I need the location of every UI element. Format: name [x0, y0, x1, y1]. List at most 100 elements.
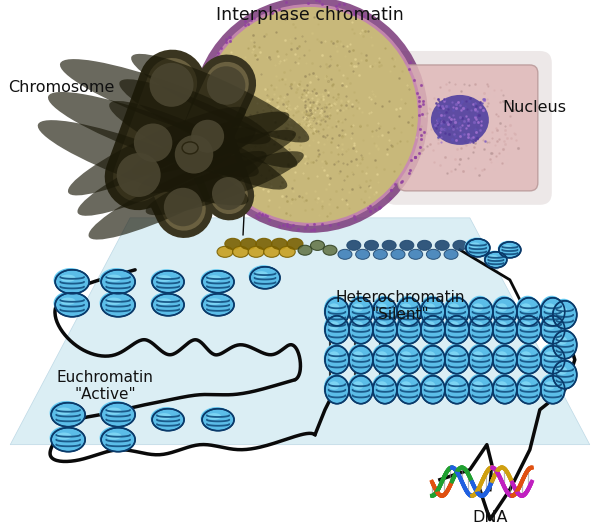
Ellipse shape: [324, 374, 347, 401]
Ellipse shape: [100, 402, 133, 424]
Ellipse shape: [249, 266, 278, 287]
Ellipse shape: [151, 269, 182, 291]
Ellipse shape: [233, 247, 248, 257]
Ellipse shape: [472, 351, 483, 360]
Ellipse shape: [541, 345, 562, 370]
Ellipse shape: [271, 239, 287, 249]
Ellipse shape: [467, 314, 491, 342]
Ellipse shape: [445, 345, 466, 370]
Ellipse shape: [348, 296, 372, 324]
Ellipse shape: [377, 304, 388, 312]
Ellipse shape: [420, 314, 443, 341]
Ellipse shape: [425, 381, 436, 390]
Ellipse shape: [492, 344, 515, 371]
Ellipse shape: [349, 315, 370, 340]
Ellipse shape: [420, 296, 443, 324]
Ellipse shape: [515, 344, 539, 372]
Ellipse shape: [421, 345, 442, 370]
Ellipse shape: [53, 291, 88, 315]
Ellipse shape: [397, 297, 419, 323]
Ellipse shape: [541, 345, 563, 370]
Ellipse shape: [146, 151, 304, 215]
Ellipse shape: [493, 298, 517, 326]
Ellipse shape: [101, 270, 135, 294]
Ellipse shape: [356, 249, 370, 259]
Ellipse shape: [287, 239, 303, 249]
Ellipse shape: [484, 251, 505, 266]
Ellipse shape: [470, 316, 490, 340]
Ellipse shape: [400, 240, 414, 250]
Ellipse shape: [50, 402, 83, 424]
Ellipse shape: [421, 375, 443, 400]
Ellipse shape: [200, 269, 232, 291]
Ellipse shape: [499, 242, 518, 256]
Ellipse shape: [151, 292, 182, 314]
Ellipse shape: [56, 293, 85, 314]
Ellipse shape: [493, 375, 514, 400]
Ellipse shape: [374, 346, 394, 369]
Ellipse shape: [470, 298, 490, 322]
Ellipse shape: [349, 345, 370, 370]
Ellipse shape: [397, 376, 421, 404]
Ellipse shape: [515, 373, 539, 402]
Ellipse shape: [207, 66, 245, 105]
Ellipse shape: [50, 426, 83, 450]
Ellipse shape: [422, 316, 442, 340]
Ellipse shape: [542, 346, 562, 369]
Ellipse shape: [374, 376, 394, 399]
Text: Interphase chromatin: Interphase chromatin: [216, 6, 404, 24]
Ellipse shape: [397, 298, 421, 326]
Ellipse shape: [553, 360, 575, 386]
Ellipse shape: [468, 314, 491, 341]
Ellipse shape: [151, 407, 182, 429]
Ellipse shape: [373, 297, 394, 322]
Ellipse shape: [325, 298, 349, 326]
Ellipse shape: [493, 315, 514, 340]
Ellipse shape: [485, 252, 507, 268]
Ellipse shape: [401, 322, 412, 330]
Ellipse shape: [515, 314, 539, 342]
Ellipse shape: [325, 375, 346, 400]
Ellipse shape: [517, 315, 538, 340]
Ellipse shape: [396, 344, 420, 372]
Ellipse shape: [539, 314, 563, 342]
Ellipse shape: [446, 346, 466, 369]
Ellipse shape: [445, 376, 469, 404]
Ellipse shape: [485, 251, 505, 266]
Ellipse shape: [551, 299, 575, 327]
Ellipse shape: [467, 296, 491, 324]
Ellipse shape: [420, 374, 443, 401]
Ellipse shape: [443, 344, 467, 372]
Ellipse shape: [201, 270, 232, 291]
Ellipse shape: [552, 299, 575, 326]
Ellipse shape: [102, 403, 131, 423]
Ellipse shape: [445, 297, 466, 322]
Ellipse shape: [540, 296, 563, 323]
Ellipse shape: [175, 135, 213, 174]
Ellipse shape: [493, 315, 515, 341]
Ellipse shape: [518, 376, 538, 399]
Ellipse shape: [329, 351, 340, 360]
FancyBboxPatch shape: [398, 65, 538, 191]
Ellipse shape: [541, 375, 562, 400]
Ellipse shape: [373, 315, 395, 341]
Ellipse shape: [382, 240, 396, 250]
Ellipse shape: [493, 316, 517, 344]
Ellipse shape: [515, 296, 539, 324]
Ellipse shape: [469, 345, 491, 370]
Ellipse shape: [465, 238, 488, 255]
Ellipse shape: [349, 316, 373, 344]
Ellipse shape: [52, 428, 81, 448]
Ellipse shape: [349, 375, 371, 400]
Ellipse shape: [202, 293, 231, 313]
Ellipse shape: [492, 374, 515, 401]
Ellipse shape: [101, 403, 131, 423]
Ellipse shape: [329, 304, 340, 312]
Ellipse shape: [496, 304, 507, 312]
Ellipse shape: [241, 239, 256, 249]
Ellipse shape: [325, 315, 347, 341]
Ellipse shape: [373, 297, 395, 323]
Ellipse shape: [152, 270, 181, 290]
Ellipse shape: [100, 268, 133, 292]
Ellipse shape: [329, 322, 340, 330]
